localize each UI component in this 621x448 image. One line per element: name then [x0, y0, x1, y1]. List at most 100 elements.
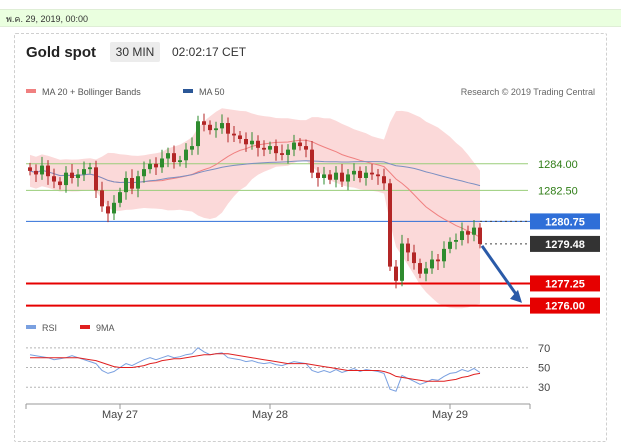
candle — [202, 113, 206, 132]
candle — [268, 141, 272, 155]
candle — [424, 261, 428, 282]
candle — [220, 114, 224, 134]
forecast-arrow-shaft — [480, 245, 520, 298]
candle-body — [190, 146, 194, 150]
candle — [196, 115, 200, 155]
candle — [394, 260, 398, 289]
candle — [244, 132, 248, 152]
candle-body — [412, 252, 416, 264]
moving-averages — [29, 139, 481, 238]
candle — [154, 157, 158, 175]
candle-body — [256, 140, 260, 148]
candle — [148, 159, 152, 174]
ma50-line — [29, 160, 481, 187]
rsi-level-label-1: 50 — [538, 363, 550, 375]
candle-body — [166, 153, 170, 159]
level-label-4: 1277.25 — [545, 278, 585, 290]
candle — [52, 168, 56, 189]
forecast-arrow-head — [510, 289, 522, 303]
candle — [94, 160, 98, 199]
candle — [304, 139, 308, 158]
candle-body — [394, 266, 398, 281]
candle-body — [448, 241, 452, 249]
candle — [172, 145, 176, 169]
candle — [328, 170, 332, 185]
candle — [226, 117, 230, 143]
candle-body — [376, 174, 380, 177]
candle-body — [238, 135, 242, 139]
candle-body — [460, 231, 464, 241]
candle-body — [322, 174, 326, 178]
candle — [376, 168, 380, 185]
candle-body — [454, 240, 458, 242]
candle-body — [154, 163, 158, 168]
candle — [238, 131, 242, 144]
level-label-5: 1276.00 — [545, 301, 585, 313]
ma20-legend-label: MA 20 + Bollinger Bands — [42, 87, 141, 97]
candle — [346, 168, 350, 191]
candle-body — [106, 206, 110, 214]
candle-body — [364, 172, 368, 178]
candle-body — [472, 227, 476, 235]
candle — [190, 137, 194, 156]
candle-body — [52, 176, 56, 182]
x-tick-label-0: May 27 — [102, 409, 138, 421]
price-levels — [26, 163, 600, 307]
candle-body — [64, 172, 68, 186]
candle-body — [214, 128, 218, 131]
level-tag-2 — [530, 213, 600, 230]
x-tick-label-2: May 29 — [432, 409, 468, 421]
candle — [388, 178, 392, 272]
ma50-legend-label: MA 50 — [199, 87, 225, 97]
date-text: พ.ค. 29, 2019, 00:00 — [6, 14, 89, 24]
candle-body — [34, 170, 38, 175]
candle — [472, 219, 476, 242]
candle — [118, 187, 122, 208]
candle-body — [208, 124, 212, 131]
candle — [370, 163, 374, 180]
candle — [460, 222, 464, 246]
candle — [358, 166, 362, 183]
candle — [40, 156, 44, 180]
candle — [316, 167, 320, 187]
candle-body — [298, 142, 302, 147]
rsi-panel: 70 50 30 — [26, 343, 550, 394]
candle — [334, 166, 338, 188]
candle-body — [220, 123, 224, 129]
ma50-legend-swatch — [183, 89, 193, 93]
candle-body — [400, 243, 404, 281]
candle-body — [40, 165, 44, 175]
timestamp: 02:02:17 CET — [172, 45, 247, 59]
candle-body — [196, 121, 200, 147]
candle-body — [76, 174, 80, 178]
candle — [76, 168, 80, 187]
candle — [28, 162, 32, 176]
candle-body — [424, 268, 428, 274]
candle-body — [370, 172, 374, 175]
candle-body — [124, 177, 128, 193]
candle-body — [136, 176, 140, 189]
x-axis-ticks: May 27 May 28 May 29 — [25, 404, 531, 421]
candle-body — [292, 142, 296, 150]
rsi-level-label-2: 30 — [538, 382, 550, 394]
instrument-title: Gold spot — [26, 44, 96, 61]
candle-body — [88, 167, 92, 170]
candle-body — [160, 158, 164, 168]
candle-body — [184, 149, 188, 161]
rsi-line — [29, 347, 481, 392]
timeframe-badge[interactable]: 30 MIN — [110, 42, 160, 62]
candle-body — [388, 183, 392, 267]
candle — [208, 120, 212, 135]
candle — [100, 181, 104, 212]
candle-body — [274, 146, 278, 154]
candle — [160, 149, 164, 173]
candle-body — [304, 146, 308, 150]
level-label-1: 1282.50 — [538, 185, 578, 197]
candle — [136, 170, 140, 198]
candle-body — [94, 167, 98, 191]
candle — [106, 200, 110, 223]
candle — [352, 163, 356, 181]
rsi-ma-legend-swatch — [80, 325, 90, 329]
candle-body — [358, 170, 362, 178]
